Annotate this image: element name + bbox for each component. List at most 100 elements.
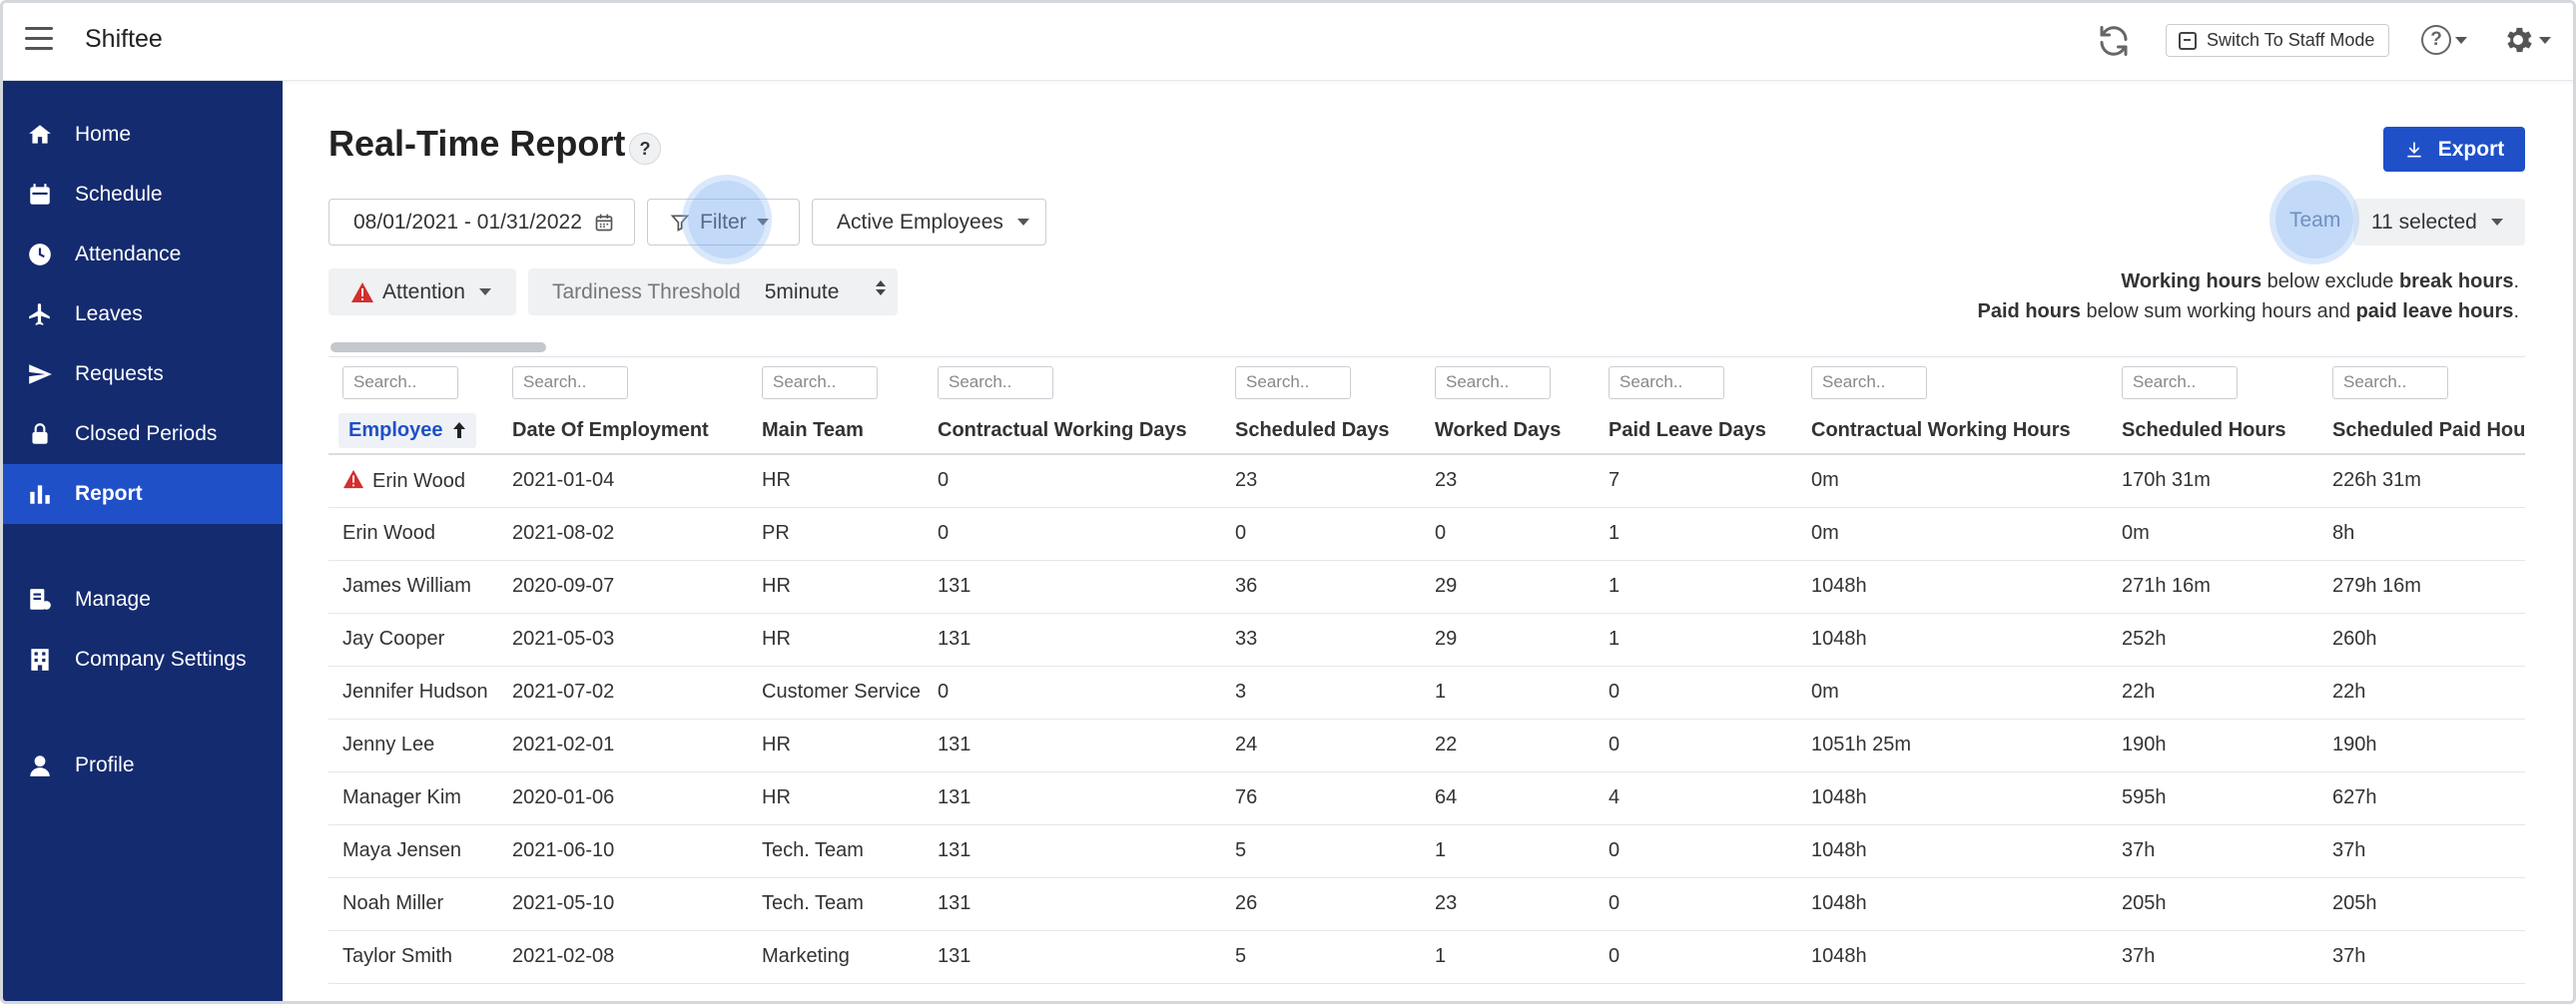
export-button[interactable]: Export [2383, 127, 2525, 172]
sidebar-item-schedule[interactable]: Schedule [3, 165, 283, 225]
sidebar-item-leaves[interactable]: Leaves [3, 284, 283, 344]
table-cell: 0 [1595, 824, 1797, 878]
sidebar-item-profile[interactable]: Profile [3, 736, 283, 795]
refresh-icon[interactable] [2096, 23, 2132, 59]
column-header-scheduled-paid-hours[interactable]: Scheduled Paid Hours [2318, 407, 2525, 455]
team-select-dropdown[interactable]: 11 selected [2353, 199, 2525, 246]
table-row[interactable]: Maya Jensen 2021-06-10 Tech. Team 131 5 … [328, 824, 2525, 878]
column-header-paid-leave-days[interactable]: Paid Leave Days [1595, 407, 1797, 455]
working-hours-note: Working hours below exclude break hours. [2121, 270, 2519, 292]
sidebar-item-company-settings[interactable]: Company Settings [3, 630, 283, 690]
title-help-button[interactable]: ? [629, 133, 661, 165]
sidebar-item-label: Schedule [75, 183, 163, 206]
table-cell: 1048h [1797, 930, 2108, 984]
table-cell: 22h [2108, 666, 2318, 720]
sidebar-item-label: Closed Periods [75, 422, 218, 445]
settings-dropdown[interactable] [2501, 23, 2551, 57]
table-cell: 1 [1595, 507, 1797, 561]
main-team-search-input[interactable] [762, 365, 878, 399]
column-header-contractual-working-days[interactable]: Contractual Working Days [924, 407, 1221, 455]
search-row [328, 357, 2525, 407]
table-cell: Customer Service [748, 666, 924, 720]
table-cell: Tech. Team [748, 877, 924, 931]
table-cell: 29 [1421, 560, 1595, 614]
table-cell: HR [748, 771, 924, 825]
column-header-scheduled-days[interactable]: Scheduled Days [1221, 407, 1421, 455]
table-cell: 1 [1595, 613, 1797, 667]
table-row[interactable]: Jennifer Hudson 2021-07-02 Customer Serv… [328, 666, 2525, 720]
date-range-picker[interactable]: 08/01/2021 - 01/31/2022 [328, 199, 635, 246]
worked-days-search-input[interactable] [1435, 365, 1551, 399]
team-selected-value: 11 selected [2371, 210, 2477, 234]
table-cell: Jenny Lee [328, 719, 498, 772]
scheduled-paid-hours-search-input[interactable] [2332, 365, 2448, 399]
table-cell: 131 [924, 930, 1221, 984]
horizontal-scrollbar[interactable] [330, 342, 546, 352]
table-row[interactable]: Manager Kim 2020-01-06 HR 131 76 64 4 10… [328, 771, 2525, 825]
table-cell: 190h [2108, 719, 2318, 772]
table-row[interactable]: Erin Wood 2021-08-02 PR 0 0 0 1 0m 0m 8h [328, 507, 2525, 561]
column-header-label: Employee [348, 418, 443, 441]
table-cell: PR [748, 507, 924, 561]
attention-dropdown[interactable]: Attention [328, 268, 516, 315]
sidebar-item-label: Attendance [75, 243, 182, 265]
table-cell: Marketing [748, 930, 924, 984]
gear-icon [2507, 27, 2532, 53]
column-header-contractual-working-hours[interactable]: Contractual Working Hours [1797, 407, 2108, 455]
table-cell: 22 [1421, 719, 1595, 772]
table-cell: Jennifer Hudson [328, 666, 498, 720]
table-cell: 2021-02-01 [498, 719, 748, 772]
tardiness-threshold-value: 5minute [764, 279, 840, 303]
table-cell: 2020-01-06 [498, 771, 748, 825]
table-cell: 1048h [1797, 771, 2108, 825]
column-header-worked-days[interactable]: Worked Days [1421, 407, 1595, 455]
table-row[interactable]: Erin Wood 2021-01-04 HR 0 23 23 7 0m 170… [328, 454, 2525, 508]
user-icon [27, 753, 53, 778]
employee-search-input[interactable] [342, 365, 458, 399]
sidebar-item-label: Requests [75, 362, 164, 385]
table-cell: 23 [1421, 454, 1595, 508]
sidebar-item-label: Home [75, 123, 132, 146]
table-cell: 2021-01-04 [498, 454, 748, 508]
table-cell: Maya Jensen [328, 824, 498, 878]
employee-scope-dropdown[interactable]: Active Employees [812, 199, 1046, 246]
table-row[interactable]: Noah Miller 2021-05-10 Tech. Team 131 26… [328, 877, 2525, 931]
menu-icon[interactable] [25, 27, 53, 51]
sidebar-item-label: Profile [75, 753, 135, 776]
column-header-main-team[interactable]: Main Team [748, 407, 924, 455]
table-cell: 22h [2318, 666, 2525, 720]
paid-leave-days-search-input[interactable] [1609, 365, 1724, 399]
contractual-working-days-search-input[interactable] [938, 365, 1053, 399]
table-row[interactable]: Jenny Lee 2021-02-01 HR 131 24 22 0 1051… [328, 719, 2525, 772]
sidebar-item-report[interactable]: Report [3, 464, 283, 524]
scheduled-hours-search-input[interactable] [2122, 365, 2238, 399]
report-table-container: Employee Date Of Employment Main Team Co… [328, 356, 2525, 1001]
table-row[interactable]: James William 2020-09-07 HR 131 36 29 1 … [328, 560, 2525, 614]
table-row[interactable]: Jay Cooper 2021-05-03 HR 131 33 29 1 104… [328, 613, 2525, 667]
table-cell: James William [328, 560, 498, 614]
table-cell: 3 [1221, 666, 1421, 720]
column-header-scheduled-hours[interactable]: Scheduled Hours [2108, 407, 2318, 455]
contractual-working-hours-search-input[interactable] [1811, 365, 1927, 399]
date-of-employment-search-input[interactable] [512, 365, 628, 399]
sidebar-item-closed-periods[interactable]: Closed Periods [3, 404, 283, 464]
sidebar-item-requests[interactable]: Requests [3, 344, 283, 404]
tardiness-threshold[interactable]: Tardiness Threshold 5minute [528, 268, 898, 315]
sidebar-item-home[interactable]: Home [3, 105, 283, 165]
table-cell: 1 [1421, 930, 1595, 984]
sidebar-item-attendance[interactable]: Attendance [3, 225, 283, 284]
switch-staff-mode-button[interactable]: Switch To Staff Mode [2166, 24, 2390, 57]
scheduled-days-search-input[interactable] [1235, 365, 1351, 399]
plane-icon [27, 301, 53, 327]
sidebar-item-manage[interactable]: Manage [3, 570, 283, 630]
table-row[interactable]: Taylor Smith 2021-02-08 Marketing 131 5 … [328, 930, 2525, 984]
filter-button[interactable]: Filter [647, 199, 800, 246]
column-header-employee[interactable]: Employee [328, 407, 498, 455]
table-cell: 0m [1797, 507, 2108, 561]
table-cell: 29 [1421, 613, 1595, 667]
table-cell: 2021-06-10 [498, 824, 748, 878]
table-cell: 0m [1797, 666, 2108, 720]
help-dropdown[interactable]: ? [2421, 25, 2467, 55]
column-header-date-of-employment[interactable]: Date Of Employment [498, 407, 748, 455]
